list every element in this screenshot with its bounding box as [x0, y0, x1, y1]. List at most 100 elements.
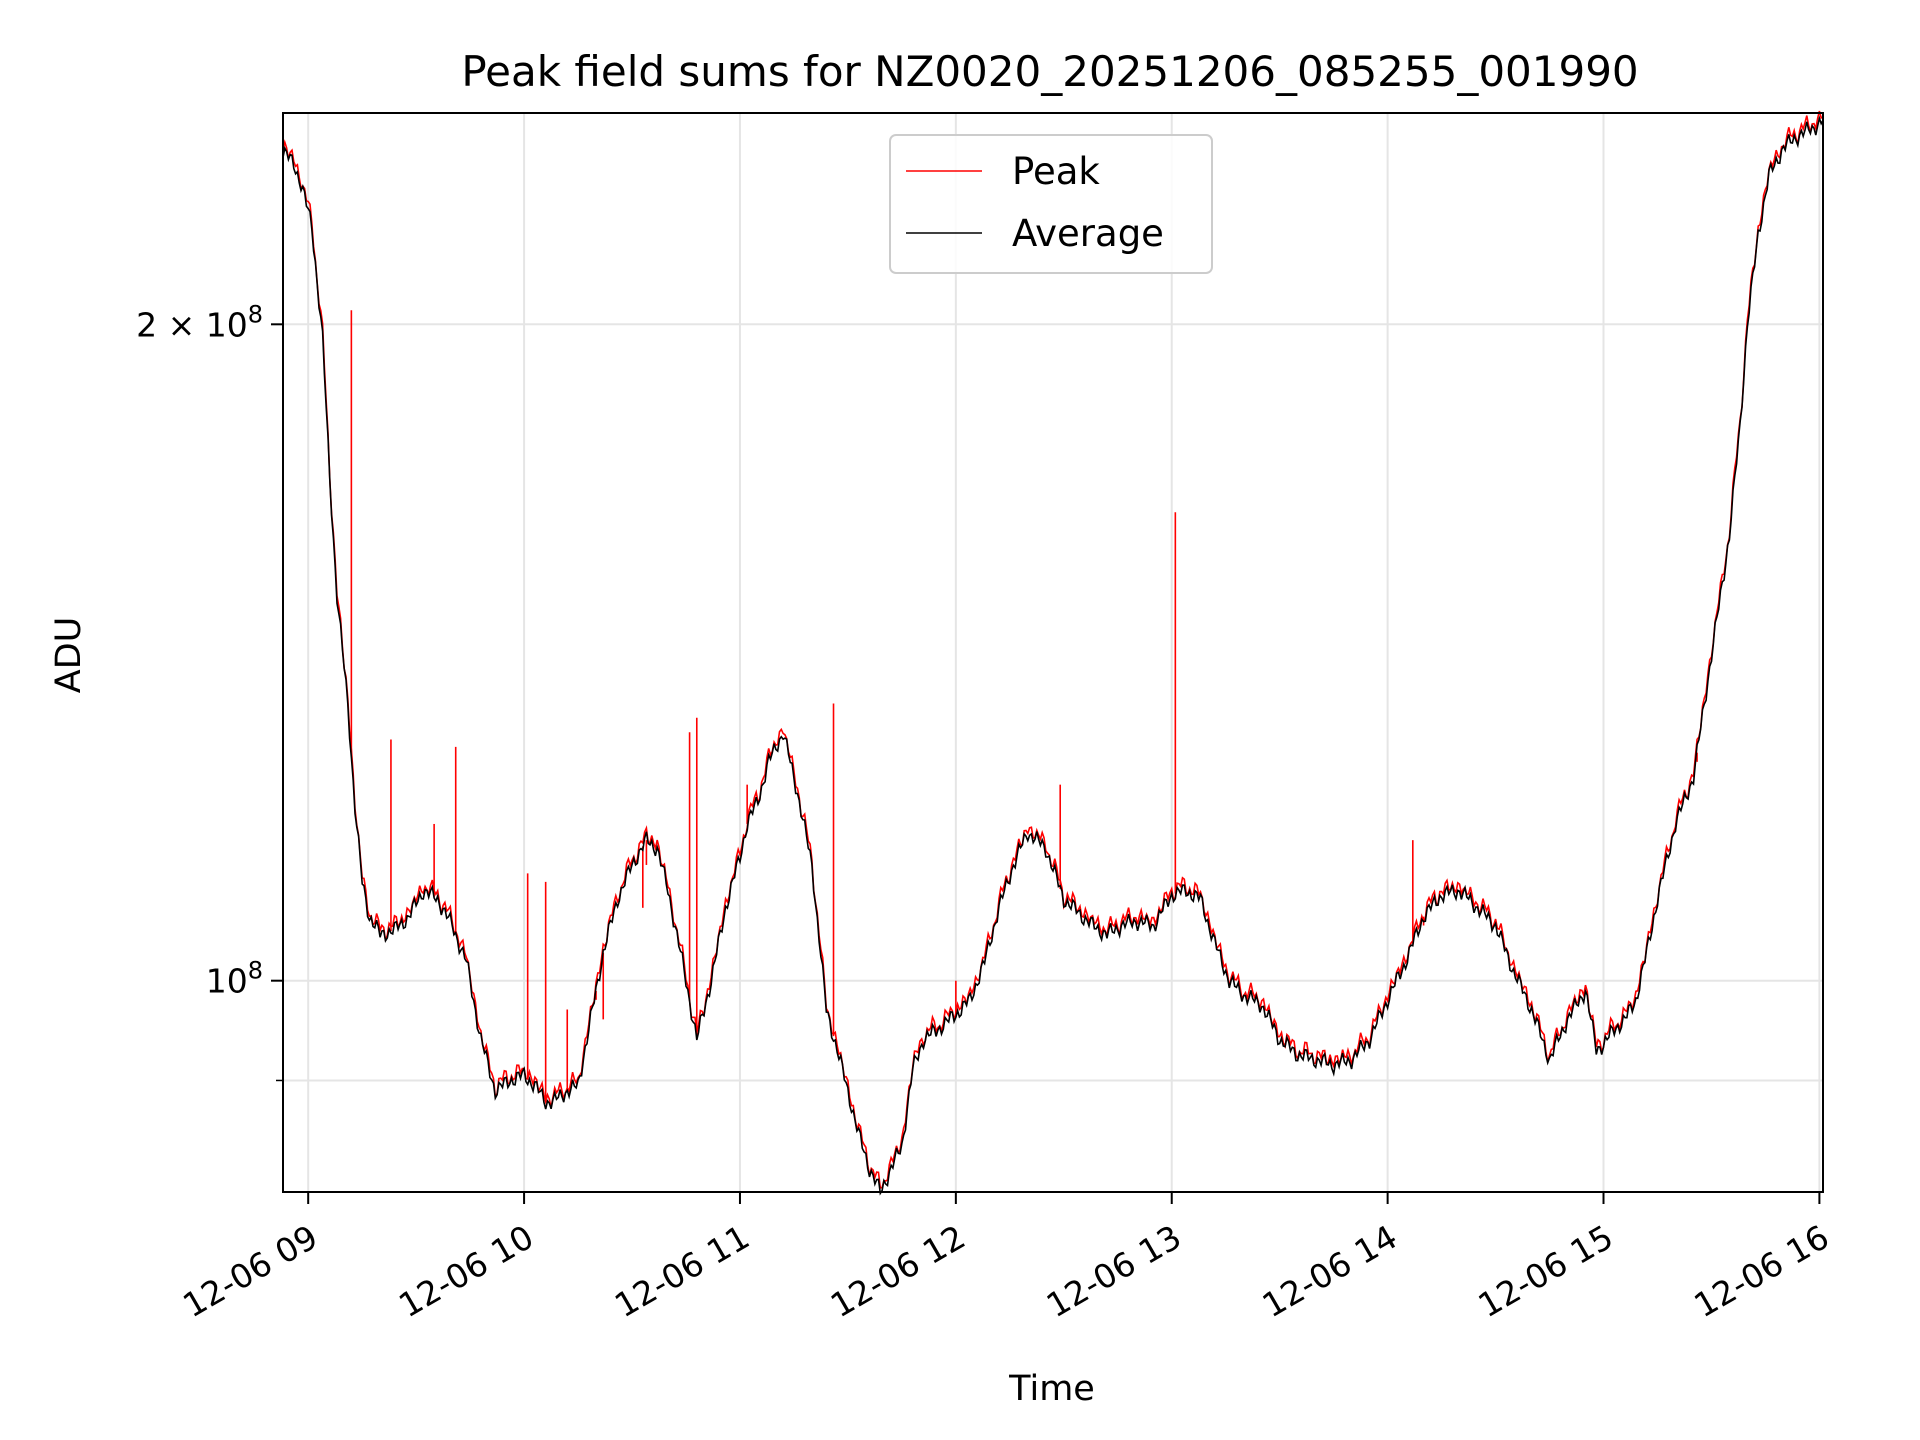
average-data-point — [1423, 916, 1424, 917]
average-data-point — [480, 1039, 481, 1040]
average-data-point — [293, 163, 294, 164]
average-data-point — [552, 1101, 553, 1102]
average-data-point — [1758, 234, 1759, 235]
average-data-point — [747, 823, 748, 824]
average-data-point — [1229, 980, 1230, 981]
average-data-point — [1812, 128, 1813, 129]
average-data-point — [567, 1091, 568, 1092]
average-data-point — [1513, 971, 1514, 972]
average-data-point — [725, 907, 726, 908]
average-data-point — [1596, 1049, 1597, 1050]
average-data-point — [1635, 999, 1636, 1000]
average-data-point — [423, 890, 424, 891]
average-data-point — [603, 952, 604, 953]
average-data-point — [524, 1075, 525, 1076]
average-data-point — [452, 925, 453, 926]
average-data-point — [632, 864, 633, 865]
average-data-point — [1711, 655, 1712, 656]
average-data-point — [1693, 776, 1694, 777]
average-data-point — [354, 808, 355, 809]
average-data-point — [1675, 823, 1676, 824]
average-data-point — [646, 840, 647, 841]
average-data-point — [1747, 324, 1748, 325]
average-data-point — [380, 934, 381, 935]
average-data-point — [1646, 952, 1647, 953]
average-data-point — [1369, 1039, 1370, 1040]
grid — [283, 113, 1823, 1192]
average-data-point — [1614, 1029, 1615, 1030]
x-axis-label: Time — [1008, 1369, 1095, 1409]
average-data-point — [329, 478, 330, 479]
average-data-point — [1200, 899, 1201, 900]
average-data-point — [1027, 832, 1028, 833]
average-data-point — [408, 916, 409, 917]
average-data-point — [509, 1080, 510, 1081]
average-data-point — [711, 980, 712, 981]
average-data-point — [1459, 890, 1460, 891]
average-data-point — [1441, 894, 1442, 895]
average-data-point — [347, 703, 348, 704]
y-tick-label: 108 — [206, 957, 263, 1001]
average-data-point — [1186, 890, 1187, 891]
average-data-point — [466, 961, 467, 962]
average-data-point — [495, 1091, 496, 1092]
average-data-point — [311, 225, 312, 226]
average-data-point — [783, 732, 784, 733]
y-tick-label: 2 × 108 — [136, 300, 263, 344]
average-data-point — [668, 890, 669, 891]
average-data-point — [1121, 925, 1122, 926]
average-data-point — [1106, 934, 1107, 935]
average-data-point — [1740, 424, 1741, 425]
average-data-point — [682, 961, 683, 962]
average-data-point — [1531, 1009, 1532, 1010]
average-data-point — [1783, 147, 1784, 148]
average-data-point — [1171, 894, 1172, 895]
average-data-point — [1351, 1059, 1352, 1060]
average-data-point — [1585, 990, 1586, 991]
average-data-point — [847, 1091, 848, 1092]
average-data-point — [901, 1145, 902, 1146]
average-data-point — [1153, 925, 1154, 926]
average-data-point — [955, 1014, 956, 1015]
average-data-point — [739, 856, 740, 857]
axes-frame — [282, 112, 1824, 1193]
average-data-point — [1769, 175, 1770, 176]
average-data-point — [300, 183, 301, 184]
average-data-point — [1729, 535, 1730, 536]
average-data-point — [369, 916, 370, 917]
average-data-point — [937, 1029, 938, 1030]
legend: Peak Average — [889, 134, 1213, 274]
average-data-point — [768, 761, 769, 762]
average-data-point — [1625, 1019, 1626, 1020]
average-data-point — [1092, 925, 1093, 926]
average-data-point — [322, 338, 323, 339]
average-data-point — [858, 1134, 859, 1135]
average-data-point — [588, 1029, 589, 1030]
average-data-point — [826, 1009, 827, 1010]
average-data-point — [394, 929, 395, 930]
average-data-point — [1279, 1039, 1280, 1040]
average-data-point — [1078, 912, 1079, 913]
y-axis-label: ADU — [49, 617, 89, 694]
average-data-point — [1797, 136, 1798, 137]
average-data-point — [797, 792, 798, 793]
average-data-point — [984, 961, 985, 962]
chart-title: Peak field sums for NZ0020_20251206_0852… — [461, 47, 1638, 96]
average-data-point — [545, 1101, 546, 1102]
average-data-point — [811, 864, 812, 865]
average-data-point — [1261, 1004, 1262, 1005]
y-axis: 108 2 × 108 — [136, 300, 283, 1082]
legend-label: Peak — [1012, 150, 1100, 193]
average-data-point — [1045, 848, 1046, 849]
average-data-point — [1657, 899, 1658, 900]
average-data-point — [757, 800, 758, 801]
average-data-point — [1243, 995, 1244, 996]
average-data-point — [1603, 1044, 1604, 1045]
average-data-point — [923, 1039, 924, 1040]
average-data-point — [578, 1085, 579, 1086]
average-data-point — [657, 848, 658, 849]
average-data-point — [362, 881, 363, 882]
average-data-point — [1477, 907, 1478, 908]
average-data-point — [437, 899, 438, 900]
